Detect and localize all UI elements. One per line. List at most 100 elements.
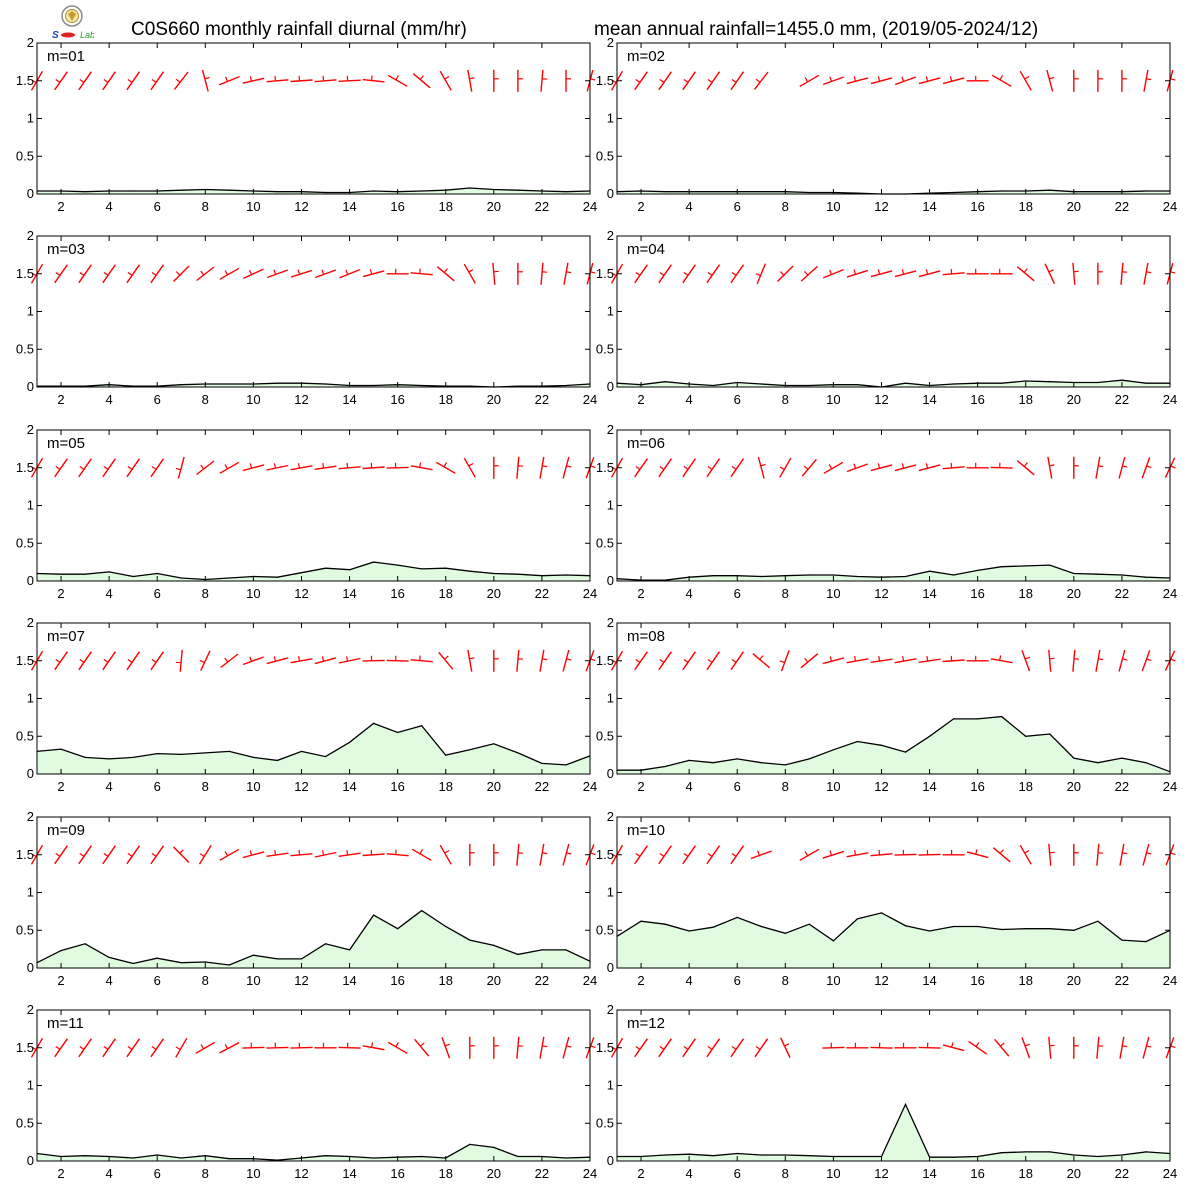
wind-barb-shaft <box>730 845 745 865</box>
wind-barb <box>516 1036 524 1059</box>
wind-barb-shaft <box>362 853 385 857</box>
rainfall-point <box>856 192 859 194</box>
wind-barb-tick <box>659 1046 665 1050</box>
wind-barb-shaft <box>918 464 941 472</box>
wind-barb-shaft <box>942 659 965 663</box>
x-tick-label: 4 <box>106 779 113 794</box>
wind-barb-shaft <box>338 1046 361 1049</box>
wind-barb <box>634 845 648 865</box>
wind-barb-tick <box>1049 1044 1055 1047</box>
wind-barb-shaft <box>846 463 869 473</box>
x-tick-label: 22 <box>1115 199 1129 214</box>
wind-barb <box>266 75 289 83</box>
rainfall-point <box>373 561 375 563</box>
wind-barb-shaft <box>102 71 116 91</box>
wind-barb-shaft <box>942 1044 965 1052</box>
rainfall-point <box>953 718 955 720</box>
wind-barb-shaft <box>386 659 409 662</box>
wind-barb-shaft <box>438 651 454 670</box>
rainfall-point <box>517 189 519 191</box>
rainfall-point <box>228 750 230 753</box>
wind-barb-shaft <box>846 77 869 85</box>
wind-barb-shaft <box>126 1038 141 1058</box>
wind-barb-tick <box>828 464 833 470</box>
rainfall-point <box>760 575 762 578</box>
wind-barb-shaft <box>990 466 1013 469</box>
wind-barb <box>54 845 68 865</box>
wind-barb-shaft <box>467 69 473 92</box>
x-tick-label: 14 <box>922 199 936 214</box>
wind-barb <box>730 264 745 284</box>
rainfall-point <box>808 574 810 576</box>
x-tick-label: 12 <box>294 1166 308 1181</box>
rainfall-point <box>397 731 399 734</box>
rainfall-point <box>397 928 399 930</box>
wind-barb <box>658 845 672 865</box>
plot-frame <box>616 235 1171 388</box>
wind-barb <box>266 1042 289 1049</box>
wind-barb <box>894 269 917 278</box>
wind-barb-shaft <box>918 1046 941 1049</box>
wind-barb <box>870 849 893 857</box>
x-tick-label: 16 <box>390 199 404 214</box>
wind-barb <box>1142 843 1152 866</box>
rainfall-point <box>132 1157 134 1159</box>
rainfall-point <box>445 567 447 569</box>
rainfall-point <box>760 1154 762 1156</box>
wind-barb-shaft <box>822 76 844 86</box>
y-tick-label: 2 <box>27 228 34 243</box>
wind-barb <box>54 71 68 91</box>
wind-barb-shaft <box>870 853 893 857</box>
wind-barb-shaft <box>54 264 68 284</box>
rainfall-point <box>784 1154 786 1156</box>
rainfall-point <box>784 932 786 934</box>
y-tick-label: 1 <box>607 111 614 126</box>
x-tick-label: 8 <box>782 973 789 988</box>
y-tick-label: 1.5 <box>596 653 614 668</box>
wind-barb <box>942 462 965 470</box>
wind-barb-tick <box>199 853 205 857</box>
wind-barb-shaft <box>634 264 648 284</box>
wind-barb <box>1016 460 1035 476</box>
y-tick-label: 1.5 <box>16 460 34 475</box>
x-tick-label: 12 <box>874 779 888 794</box>
wind-barb-shaft <box>822 850 845 859</box>
wind-barb-shaft <box>150 845 165 865</box>
rainfall-point <box>84 573 86 575</box>
wind-barb-shaft <box>126 264 141 284</box>
wind-barb-tick <box>249 76 252 82</box>
wind-barb-tick <box>1170 658 1176 662</box>
wind-barb-shaft <box>658 264 672 284</box>
rainfall-point <box>373 384 375 387</box>
x-tick-label: 4 <box>686 199 693 214</box>
wind-barb-shaft <box>362 659 385 662</box>
rainfall-point <box>324 1155 327 1157</box>
rainfall-point <box>953 925 955 928</box>
rainfall-point <box>421 725 423 727</box>
wind-barb-shaft <box>1119 843 1125 866</box>
x-tick-label: 24 <box>1163 199 1177 214</box>
rainfall-point <box>469 1143 471 1145</box>
x-tick-label: 22 <box>535 973 549 988</box>
x-tick-label: 6 <box>154 392 161 407</box>
wind-barb-tick <box>804 657 809 663</box>
wind-barb-tick <box>1024 75 1030 80</box>
wind-barb <box>754 1038 769 1058</box>
wind-barb-shaft <box>894 658 917 664</box>
rainfall-point <box>324 383 327 385</box>
rainfall-point <box>808 1155 810 1157</box>
wind-barb <box>994 1038 1010 1057</box>
wind-barb-shaft <box>463 457 476 478</box>
wind-barb-tick <box>659 466 665 470</box>
rainfall-point <box>1025 380 1027 382</box>
x-tick-label: 10 <box>826 779 840 794</box>
rainfall-point <box>1145 762 1147 764</box>
rainfall-point <box>1097 1155 1099 1158</box>
wind-barb <box>757 456 766 479</box>
rainfall-point <box>880 912 883 914</box>
wind-barb-shaft <box>266 852 289 857</box>
wind-barb-tick <box>1023 268 1028 273</box>
rainfall-point <box>904 1103 907 1105</box>
y-tick-label: 0 <box>27 379 34 394</box>
wind-barb-shaft <box>387 1041 408 1054</box>
